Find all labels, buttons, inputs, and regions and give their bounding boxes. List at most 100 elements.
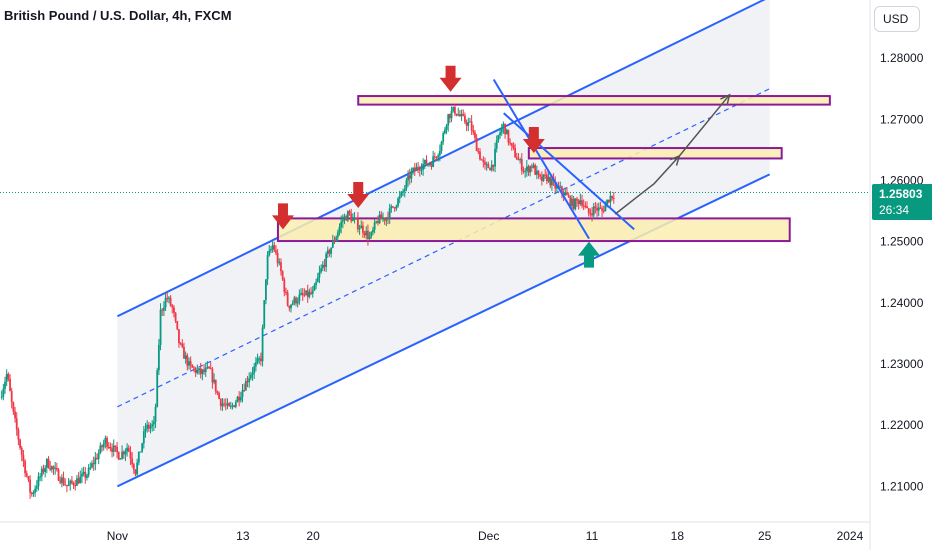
candle-body xyxy=(97,452,100,459)
candle-body xyxy=(492,164,495,167)
candle-body xyxy=(597,207,600,211)
candle-body xyxy=(447,114,450,126)
candle-body xyxy=(505,129,508,135)
candle-body xyxy=(179,343,182,345)
currency-selector[interactable]: USD xyxy=(874,6,920,32)
candle-body xyxy=(599,207,602,209)
candle-body xyxy=(427,163,430,165)
candle-body xyxy=(35,486,38,489)
candle-body xyxy=(52,466,55,469)
candle-body xyxy=(47,458,50,468)
candle-body xyxy=(159,309,162,345)
candle-body xyxy=(502,123,505,129)
candle-body xyxy=(375,221,378,223)
candle-body xyxy=(141,443,144,452)
candle-body xyxy=(99,445,102,453)
candle-body xyxy=(544,174,547,176)
candle-body xyxy=(530,166,533,168)
candle-body xyxy=(607,199,610,203)
candle-body xyxy=(37,476,40,487)
candle-body xyxy=(12,402,15,412)
candle-body xyxy=(91,463,93,468)
candle-body xyxy=(60,477,63,483)
candle-body xyxy=(10,391,13,403)
candle-body xyxy=(509,142,511,144)
y-tick-label: 1.28000 xyxy=(880,51,924,65)
candle-body xyxy=(154,406,157,422)
candle-body xyxy=(387,217,389,220)
candle-body xyxy=(390,206,393,209)
candle-body xyxy=(224,404,227,406)
candle-body xyxy=(572,198,575,209)
candle-body xyxy=(67,484,70,487)
candle-body xyxy=(198,368,200,371)
candle-body xyxy=(15,418,18,430)
candle-body xyxy=(301,292,304,295)
candle-body xyxy=(101,445,103,448)
candle-body xyxy=(104,437,107,444)
candle-body xyxy=(540,176,543,181)
candle-body xyxy=(74,485,77,487)
candle-body xyxy=(586,206,588,209)
candle-body xyxy=(413,168,416,171)
candle-body xyxy=(428,163,431,165)
candle-body xyxy=(211,368,214,383)
candle-body xyxy=(288,305,291,309)
candle-body xyxy=(373,222,376,230)
candle-body xyxy=(336,232,339,238)
candle-body xyxy=(325,253,328,267)
candle-body xyxy=(129,451,132,459)
candle-body xyxy=(149,426,152,429)
candle-body xyxy=(564,192,567,196)
candle-body xyxy=(378,214,381,224)
candle-body xyxy=(173,307,175,313)
candle-body xyxy=(204,367,207,373)
candle-body xyxy=(539,174,542,177)
candle-body xyxy=(348,211,351,215)
candle-body xyxy=(64,484,67,486)
candle-body xyxy=(484,162,486,165)
candle-body xyxy=(316,277,319,283)
candle-body xyxy=(475,137,478,152)
candle-body xyxy=(365,230,368,236)
candle-body xyxy=(551,178,553,186)
candle-body xyxy=(377,221,379,224)
y-tick-label: 1.24000 xyxy=(880,296,924,310)
channel-upper-line xyxy=(116,0,766,318)
candle-body xyxy=(189,361,192,365)
candle-body xyxy=(268,250,271,256)
candle-body xyxy=(489,168,491,171)
candle-body xyxy=(2,388,5,397)
candle-body xyxy=(144,428,147,432)
candle-body xyxy=(132,464,135,470)
candle-body xyxy=(328,250,331,254)
candle-body xyxy=(525,166,528,171)
candle-body xyxy=(537,170,540,175)
candle-body xyxy=(611,195,614,199)
candle-body xyxy=(178,329,180,344)
candle-body xyxy=(34,488,37,493)
candle-body xyxy=(400,192,403,196)
candle-body xyxy=(340,221,343,227)
candle-body xyxy=(283,279,286,292)
candle-body xyxy=(228,403,231,407)
candle-body xyxy=(318,272,321,278)
y-tick-label: 1.22000 xyxy=(880,418,924,432)
down-arrow-marker xyxy=(439,65,462,92)
candle-body xyxy=(520,159,523,171)
candle-body xyxy=(266,255,269,280)
candle-body xyxy=(392,206,394,208)
candle-body xyxy=(188,361,190,366)
candle-body xyxy=(0,396,3,398)
candle-body xyxy=(50,466,53,470)
candle-body xyxy=(405,180,408,189)
candle-body xyxy=(402,191,404,193)
candle-body xyxy=(582,205,585,207)
channel-middle-line xyxy=(117,88,770,408)
candle-body xyxy=(14,411,16,419)
candle-body xyxy=(321,264,324,269)
candle-body xyxy=(109,447,112,449)
candle-body xyxy=(59,480,62,483)
candle-body xyxy=(450,110,453,119)
